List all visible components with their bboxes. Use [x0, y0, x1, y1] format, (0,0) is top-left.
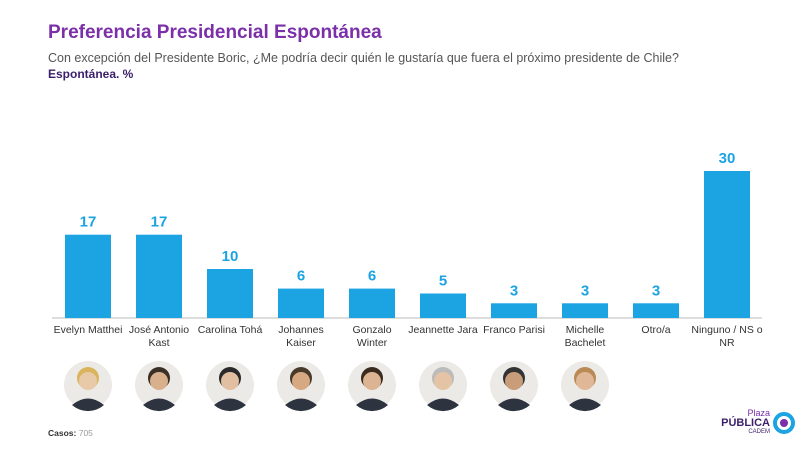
photo-face	[79, 372, 97, 390]
value-label: 30	[719, 150, 736, 167]
x-tick-label: Franco Parisi	[483, 324, 545, 336]
value-label: 10	[222, 248, 239, 265]
photo-face	[363, 372, 381, 390]
photo-body	[356, 398, 388, 412]
photo-body	[143, 398, 175, 412]
photo	[348, 361, 396, 412]
photo	[277, 361, 325, 412]
measure: Espontánea. %	[48, 67, 134, 81]
photo-body	[498, 398, 530, 412]
photo-body	[214, 398, 246, 412]
photo-face	[505, 372, 523, 390]
photo	[64, 361, 112, 412]
value-label: 6	[368, 268, 376, 285]
value-label: 6	[297, 268, 305, 285]
photo-face	[576, 372, 594, 390]
photo	[561, 361, 609, 412]
photo	[490, 361, 538, 412]
x-tick-label: Gonzalo Winter	[352, 324, 392, 349]
x-tick-label: Johannes Kaiser	[278, 324, 324, 349]
x-tick-label: José Antonio Kast	[128, 324, 190, 349]
x-tick-label: Michelle Bachelet	[564, 324, 606, 349]
bar	[207, 269, 253, 318]
footer-label: Casos:	[48, 428, 77, 438]
photo-body	[285, 398, 317, 412]
bar	[704, 171, 750, 318]
photo-face	[150, 372, 168, 390]
subtitle: Con excepción del Presidente Boric, ¿Me …	[48, 51, 679, 65]
value-label: 3	[581, 282, 589, 299]
photo	[419, 361, 467, 412]
photo-face	[221, 372, 239, 390]
photo-face	[434, 372, 452, 390]
bar	[633, 303, 679, 318]
logo: Plaza PÚBLICA CADEM	[718, 409, 770, 436]
logo-mark	[773, 412, 795, 434]
value-label: 3	[652, 282, 660, 299]
bar	[349, 288, 395, 318]
bar	[491, 303, 537, 318]
bar	[562, 303, 608, 318]
photo-face	[292, 372, 310, 390]
value-label: 5	[439, 273, 447, 290]
bar	[420, 293, 466, 318]
x-tick-label: Carolina Tohá	[197, 324, 263, 336]
value-label: 17	[80, 214, 97, 231]
x-tick-label: Jeannette Jara	[408, 324, 478, 336]
photo	[135, 361, 183, 412]
bar	[278, 288, 324, 318]
logo-main: PÚBLICA	[721, 417, 770, 429]
photos	[64, 361, 609, 412]
logo-sub: CADEM	[748, 429, 770, 435]
footer-value: 705	[78, 428, 93, 438]
bar	[136, 234, 182, 318]
value-label: 17	[151, 214, 168, 231]
chart-title: Preferencia Presidencial Espontánea	[48, 22, 382, 43]
photo-body	[569, 398, 601, 412]
x-tick-label: Otro/a	[641, 324, 671, 336]
value-label: 3	[510, 282, 518, 299]
photo-body	[427, 398, 459, 412]
logo-top: Plaza	[747, 408, 770, 418]
x-tick-label: Evelyn Matthei	[53, 324, 123, 336]
x-tick-label: Ninguno / NS o NR	[691, 324, 763, 349]
photo-body	[72, 398, 104, 412]
footer: Casos: 705	[48, 428, 93, 438]
photo	[206, 361, 254, 412]
bar	[65, 234, 111, 318]
